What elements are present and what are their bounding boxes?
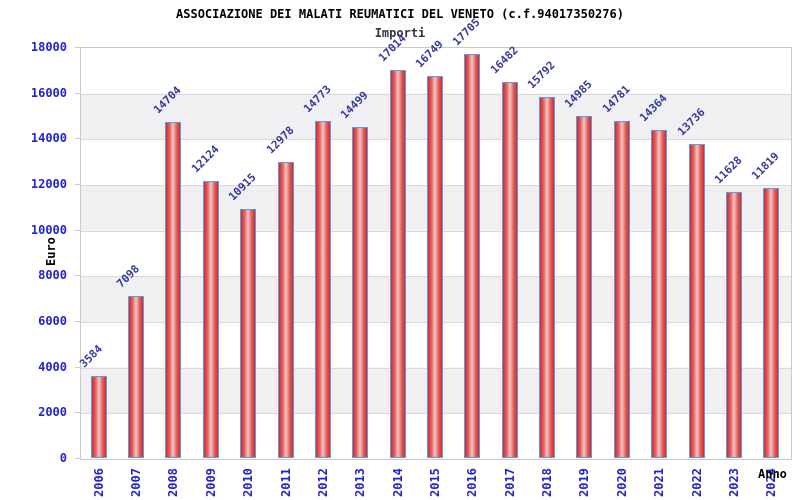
y-tick-label: 2000: [38, 405, 67, 419]
chart-subtitle: Importi: [374, 26, 426, 40]
x-tick-label: 2012: [316, 468, 330, 497]
y-tick-label: 4000: [38, 360, 67, 374]
bar: [651, 130, 667, 458]
chart-title: ASSOCIAZIONE DEI MALATI REUMATICI DEL VE…: [176, 7, 624, 21]
y-tick-label: 16000: [30, 86, 67, 100]
x-tick-label: 2023: [727, 468, 741, 497]
bar: [763, 188, 779, 458]
bar: [576, 116, 592, 458]
x-axis-title: Anno: [758, 467, 787, 481]
x-tick-label: 2008: [166, 468, 180, 497]
bar: [390, 70, 406, 458]
x-tick-label: 2013: [353, 468, 367, 497]
y-tick-label: 6000: [38, 314, 67, 328]
x-tick-label: 2010: [241, 468, 255, 497]
x-tick-label: 2014: [391, 468, 405, 497]
bar: [614, 121, 630, 458]
x-tick-label: 2006: [92, 468, 106, 497]
bar: [427, 76, 443, 458]
bar: [91, 376, 107, 458]
bar: [240, 209, 256, 458]
y-tick-label: 8000: [38, 268, 67, 282]
y-tick-label: 14000: [30, 131, 67, 145]
bar: [128, 296, 144, 458]
y-tick-mark: [75, 458, 80, 459]
bar: [539, 97, 555, 458]
x-tick-label: 2022: [690, 468, 704, 497]
y-tick-mark: [75, 412, 80, 413]
x-tick-label: 2017: [503, 468, 517, 497]
y-tick-mark: [75, 47, 80, 48]
x-tick-label: 2007: [129, 468, 143, 497]
x-tick-label: 2009: [204, 468, 218, 497]
y-tick-mark: [75, 93, 80, 94]
y-tick-mark: [75, 184, 80, 185]
bar: [203, 181, 219, 458]
y-tick-mark: [75, 367, 80, 368]
bar: [689, 144, 705, 458]
x-tick-label: 2016: [465, 468, 479, 497]
y-tick-mark: [75, 138, 80, 139]
bar: [278, 162, 294, 458]
x-tick-label: 2020: [615, 468, 629, 497]
bar: [464, 54, 480, 458]
x-tick-label: 2018: [540, 468, 554, 497]
y-tick-mark: [75, 230, 80, 231]
x-tick-label: 2019: [577, 468, 591, 497]
bar: [315, 121, 331, 458]
x-tick-label: 2015: [428, 468, 442, 497]
bar: [726, 192, 742, 458]
bar: [502, 82, 518, 458]
bar: [352, 127, 368, 458]
y-tick-label: 10000: [30, 223, 67, 237]
x-tick-label: 2021: [652, 468, 666, 497]
y-tick-mark: [75, 321, 80, 322]
y-tick-mark: [75, 275, 80, 276]
y-tick-label: 0: [59, 451, 67, 465]
y-axis-title: Euro: [44, 237, 58, 266]
x-tick-label: 2011: [279, 468, 293, 497]
y-tick-label: 12000: [30, 177, 67, 191]
bar: [165, 122, 181, 458]
y-tick-label: 18000: [30, 40, 67, 54]
